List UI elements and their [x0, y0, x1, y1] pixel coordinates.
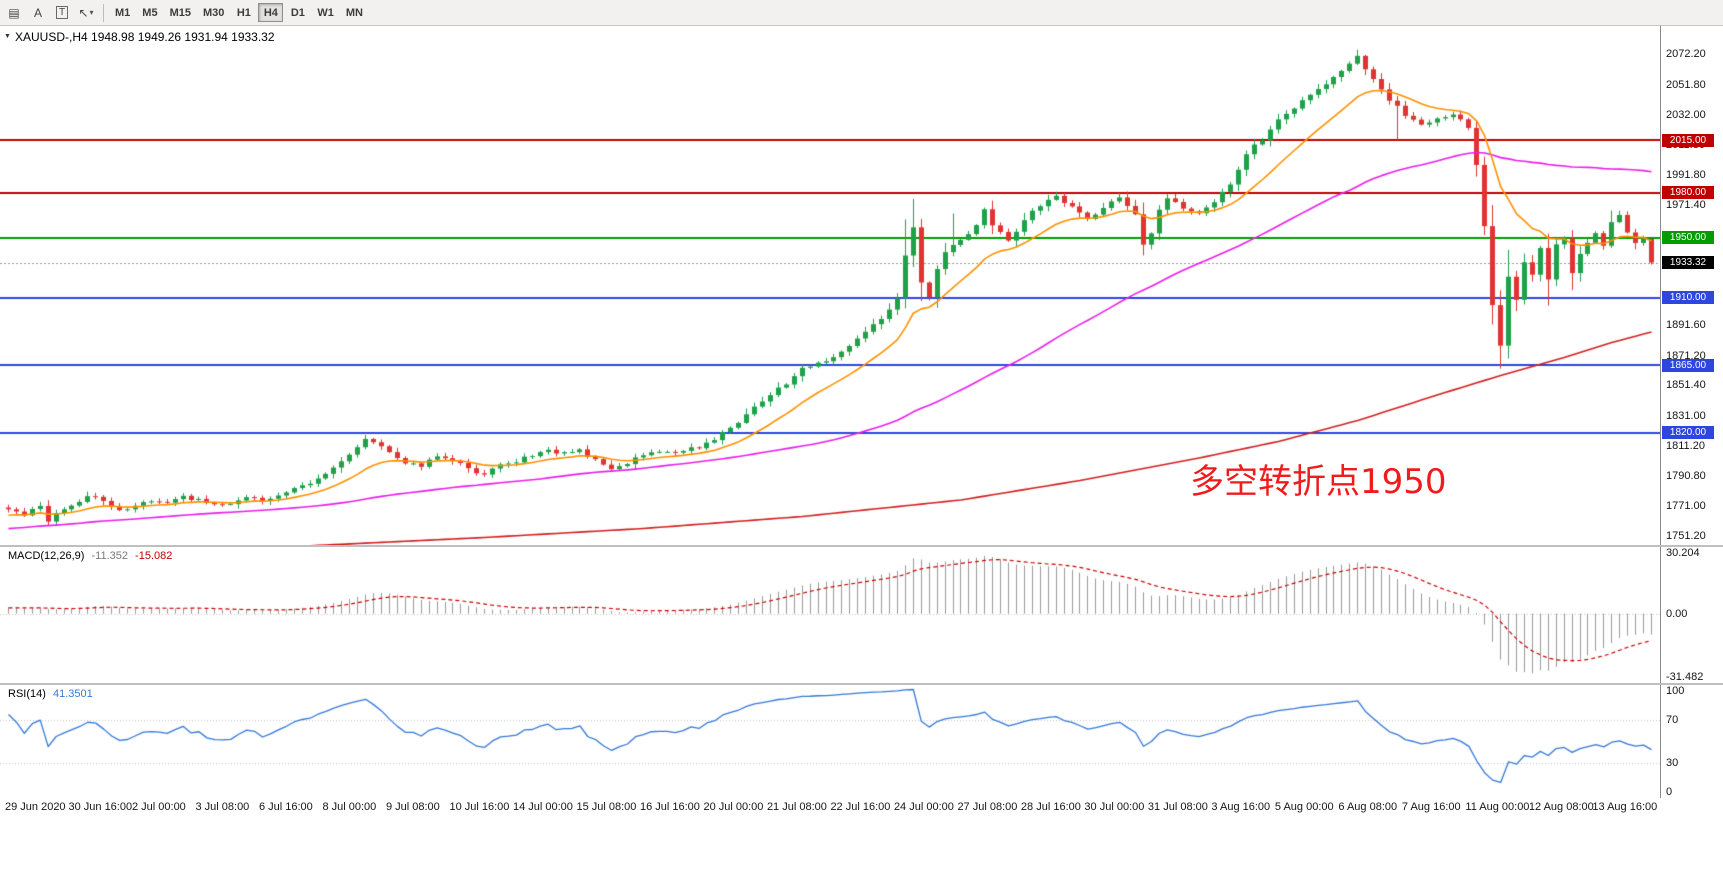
time-axis[interactable]: 29 Jun 2020 30 Jun 16:00 2 Jul 00:00 3 Jul …: [0, 798, 1723, 816]
chart-annotation: 多空转折点1950: [1190, 462, 1447, 502]
time-axis-label: 12 Aug 08:00: [1528, 801, 1594, 813]
price-tick: 1851.40: [1666, 379, 1706, 392]
hline-price-label: 1865.00: [1662, 358, 1714, 372]
timeframe-button-h4[interactable]: H4: [258, 3, 284, 22]
macd-label: MACD(12,26,9) -11.352 -15.082: [8, 550, 176, 562]
rsi-value: 41.3501: [52, 688, 93, 700]
chevron-down-icon: ▾: [89, 8, 94, 17]
macd-tick: -31.482: [1666, 671, 1704, 683]
timeframe-button-m15[interactable]: M15: [169, 6, 191, 19]
rsi-tick: 30: [1666, 756, 1679, 769]
rsi-tick: 100: [1666, 685, 1685, 697]
time-axis-label: 20 Jul 00:00: [703, 801, 764, 813]
letter-a-tool-icon: A: [33, 5, 42, 20]
time-axis-label: 30 Jul 00:00: [1084, 801, 1145, 813]
price-tick: 1811.20: [1666, 439, 1705, 452]
rsi-tick: 0: [1666, 786, 1673, 798]
macd-value: -11.352: [91, 550, 128, 562]
macd-canvas[interactable]: [0, 547, 1660, 683]
panel-splitter[interactable]: [0, 683, 1723, 685]
macd-panel: MACD(12,26,9) -11.352 -15.082 30.204 0.00…: [0, 547, 1723, 683]
time-axis-label: 6 Aug 08:00: [1338, 801, 1398, 813]
timeframe-button-h1[interactable]: H1: [236, 6, 251, 19]
price-tick: 2072.20: [1666, 48, 1706, 61]
rsi-tick: 70: [1666, 714, 1679, 727]
price-tick: 1790.80: [1666, 470, 1706, 483]
rsi-name: RSI(14): [8, 688, 46, 700]
macd-name: MACD(12,26,9): [8, 550, 85, 562]
hline-price-label: 1820.00: [1662, 426, 1714, 439]
time-axis-label: 27 Jul 08:00: [957, 801, 1018, 813]
timeframe-button-m30[interactable]: M30: [202, 6, 225, 19]
time-axis-label: 15 Jul 08:00: [576, 801, 637, 813]
rsi-panel: RSI(14) 41.3501 100 70 30 0: [0, 685, 1723, 798]
macd-signal-value: -15.082: [135, 550, 173, 562]
letter-a-tool-button[interactable]: A: [27, 3, 49, 23]
chart-grid-icon: ▤: [8, 5, 20, 20]
time-axis-label: 31 Jul 08:00: [1147, 801, 1208, 813]
timeframe-button-d1[interactable]: D1: [290, 6, 305, 19]
rsi-canvas[interactable]: [0, 685, 1660, 798]
text-tool-icon: T: [55, 6, 69, 19]
time-axis-label: 10 Jul 16:00: [449, 801, 510, 813]
time-axis-label: 8 Jul 00:00: [322, 801, 377, 813]
price-tick: 1971.40: [1666, 199, 1706, 212]
hline-price-label: 1910.00: [1662, 291, 1714, 304]
time-axis-label: 11 Aug 00:00: [1465, 801, 1530, 813]
price-tick: 1771.00: [1666, 500, 1706, 512]
macd-tick: 30.204: [1666, 547, 1700, 559]
timeframe-group: M1 M5 M15 M30 H1 H4 D1 W1 MN: [110, 3, 368, 22]
time-axis-label: 14 Jul 00:00: [512, 801, 573, 813]
time-axis-label: 5 Aug 00:00: [1274, 801, 1334, 813]
main-chart-canvas[interactable]: [0, 26, 1660, 545]
timeframe-button-m1[interactable]: M1: [115, 6, 131, 19]
hline-price-label: 1980.00: [1662, 186, 1714, 199]
time-axis-label: 24 Jul 00:00: [893, 801, 954, 813]
time-axis-label: 30 Jun 16:00: [68, 801, 133, 813]
time-axis-label: 9 Jul 08:00: [385, 801, 440, 813]
macd-axis[interactable]: 30.204 0.00 -31.482: [1660, 547, 1723, 683]
main-chart-panel: ▼ XAUUSD-,H4 1948.98 1949.26 1931.94 193…: [0, 26, 1723, 545]
price-tick: 2032.00: [1666, 108, 1706, 121]
toolbar: ▤ A T ↖ ▾ M1 M5 M15 M30 H1 H4 D1 W1 MN: [0, 0, 1723, 26]
current-price-label: 1933.32: [1662, 256, 1714, 270]
text-tool-button[interactable]: T: [51, 3, 73, 23]
time-axis-label: 3 Jul 08:00: [195, 801, 250, 813]
time-axis-label: 6 Jul 16:00: [258, 801, 313, 813]
price-tick: 2051.80: [1666, 78, 1706, 91]
rsi-label: RSI(14) 41.3501: [8, 688, 97, 700]
hline-price-label: 2015.00: [1662, 133, 1714, 147]
drawing-tools-group: ▤ A T ↖ ▾: [3, 3, 97, 23]
price-tick: 1831.00: [1666, 410, 1706, 422]
price-tick: 1991.80: [1666, 168, 1706, 181]
time-axis-label: 3 Aug 16:00: [1211, 801, 1271, 813]
price-tick: 1751.20: [1666, 529, 1706, 542]
time-axis-label: 7 Aug 16:00: [1401, 801, 1461, 813]
time-axis-label: 16 Jul 16:00: [639, 801, 700, 813]
chart-grid-button[interactable]: ▤: [3, 3, 25, 23]
time-axis-label: 21 Jul 08:00: [766, 801, 827, 813]
timeframe-button-m5[interactable]: M5: [142, 6, 158, 19]
toolbar-separator: [103, 3, 104, 22]
timeframe-button-w1[interactable]: W1: [317, 6, 334, 19]
time-axis-label: 2 Jul 00:00: [131, 801, 186, 813]
price-tick: 1891.60: [1666, 319, 1706, 332]
shapes-tool-button[interactable]: ↖ ▾: [75, 3, 97, 23]
timeframe-button-mn[interactable]: MN: [345, 6, 363, 19]
macd-tick: 0.00: [1666, 607, 1688, 620]
panel-splitter[interactable]: [0, 545, 1723, 547]
chevron-down-icon[interactable]: ▼: [4, 33, 11, 40]
hline-price-label: 1950.00: [1662, 231, 1714, 244]
shapes-tool-icon: ↖: [78, 5, 89, 20]
time-axis-label: 13 Aug 16:00: [1592, 801, 1658, 813]
time-axis-label: 28 Jul 16:00: [1020, 801, 1081, 813]
time-axis-label: 22 Jul 16:00: [830, 801, 891, 813]
rsi-axis[interactable]: 100 70 30 0: [1660, 685, 1723, 798]
time-axis-label: 29 Jun 2020: [5, 801, 66, 813]
price-axis[interactable]: 2072.202051.802032.002011.801991.801971.…: [1660, 26, 1723, 545]
symbol-title: XAUUSD-,H4 1948.98 1949.26 1931.94 1933.…: [15, 30, 275, 44]
